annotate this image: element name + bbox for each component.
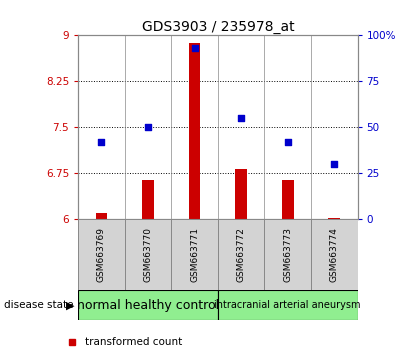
Text: GSM663772: GSM663772: [237, 227, 246, 282]
Text: GSM663774: GSM663774: [330, 227, 339, 282]
Point: [238, 115, 245, 121]
Point: [98, 139, 105, 145]
Point: [191, 45, 198, 51]
Text: intracranial arterial aneurysm: intracranial arterial aneurysm: [215, 300, 361, 310]
Point: [331, 161, 337, 167]
FancyBboxPatch shape: [125, 219, 171, 290]
Text: GSM663773: GSM663773: [283, 227, 292, 282]
Text: GSM663770: GSM663770: [143, 227, 152, 282]
FancyBboxPatch shape: [218, 290, 358, 320]
Text: transformed count: transformed count: [85, 337, 182, 347]
Text: GSM663771: GSM663771: [190, 227, 199, 282]
Bar: [328, 218, 340, 219]
FancyBboxPatch shape: [218, 219, 264, 290]
Title: GDS3903 / 235978_at: GDS3903 / 235978_at: [141, 21, 294, 34]
Point: [145, 125, 151, 130]
Text: disease state: disease state: [4, 300, 74, 310]
Text: ▶: ▶: [66, 300, 74, 310]
Bar: [236, 169, 247, 219]
Bar: [189, 43, 201, 219]
FancyBboxPatch shape: [311, 219, 358, 290]
Text: normal healthy control: normal healthy control: [77, 299, 219, 312]
FancyBboxPatch shape: [171, 219, 218, 290]
Bar: [282, 179, 293, 219]
Bar: [142, 179, 154, 219]
FancyBboxPatch shape: [78, 219, 125, 290]
Text: GSM663769: GSM663769: [97, 227, 106, 282]
FancyBboxPatch shape: [264, 219, 311, 290]
FancyBboxPatch shape: [78, 290, 218, 320]
Point: [284, 139, 291, 145]
Bar: [95, 213, 107, 219]
